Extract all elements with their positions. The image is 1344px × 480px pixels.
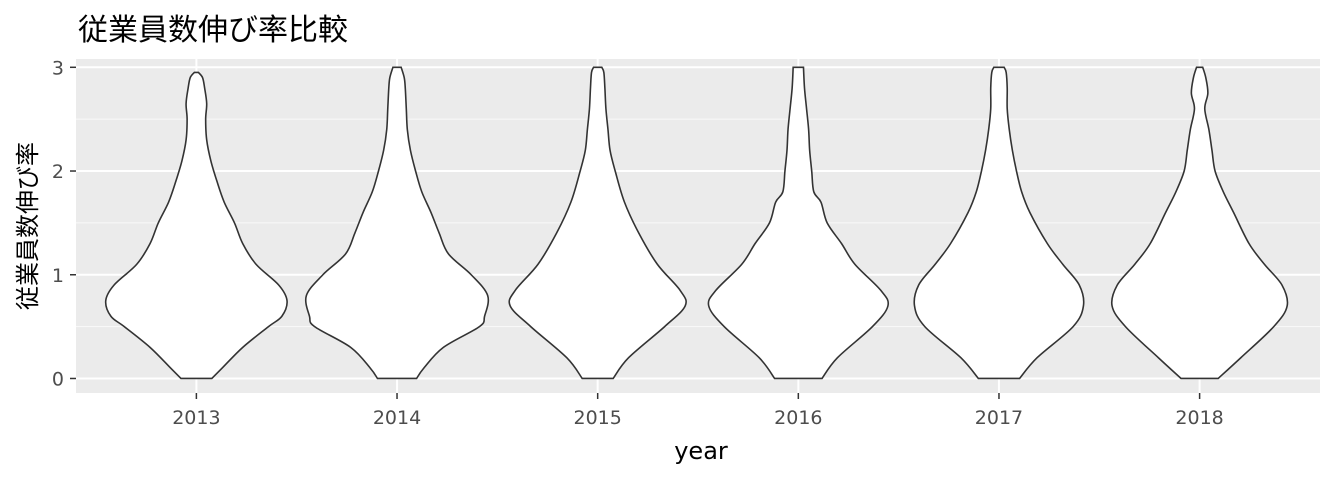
x-tick-label: 2018	[1175, 407, 1223, 429]
y-tick-label: 0	[52, 368, 64, 390]
violins	[104, 66, 1289, 380]
y-tick-label: 1	[52, 265, 64, 287]
violin-2017	[913, 66, 1085, 380]
plot-panel	[76, 59, 1320, 393]
x-tick-label: 2015	[573, 407, 621, 429]
chart-title: 従業員数伸び率比較	[78, 13, 348, 48]
violin-2015	[508, 66, 687, 380]
x-tick-label: 2017	[975, 407, 1023, 429]
x-axis: 2013 2014 2015 2016 2017 2018	[172, 393, 1224, 429]
violin-2018	[1110, 66, 1289, 380]
violin-2016	[707, 66, 890, 380]
x-tick-label: 2014	[373, 407, 421, 429]
x-tick-label: 2016	[774, 407, 822, 429]
x-tick-label: 2013	[172, 407, 220, 429]
violin-2013	[104, 71, 288, 380]
x-axis-title: year	[674, 437, 728, 465]
violin-2014	[304, 66, 490, 380]
y-tick-label: 2	[52, 161, 64, 183]
y-tick-label: 3	[52, 57, 64, 79]
y-axis-title: 従業員数伸び率	[14, 142, 42, 310]
y-axis: 0 1 2 3	[52, 57, 76, 390]
